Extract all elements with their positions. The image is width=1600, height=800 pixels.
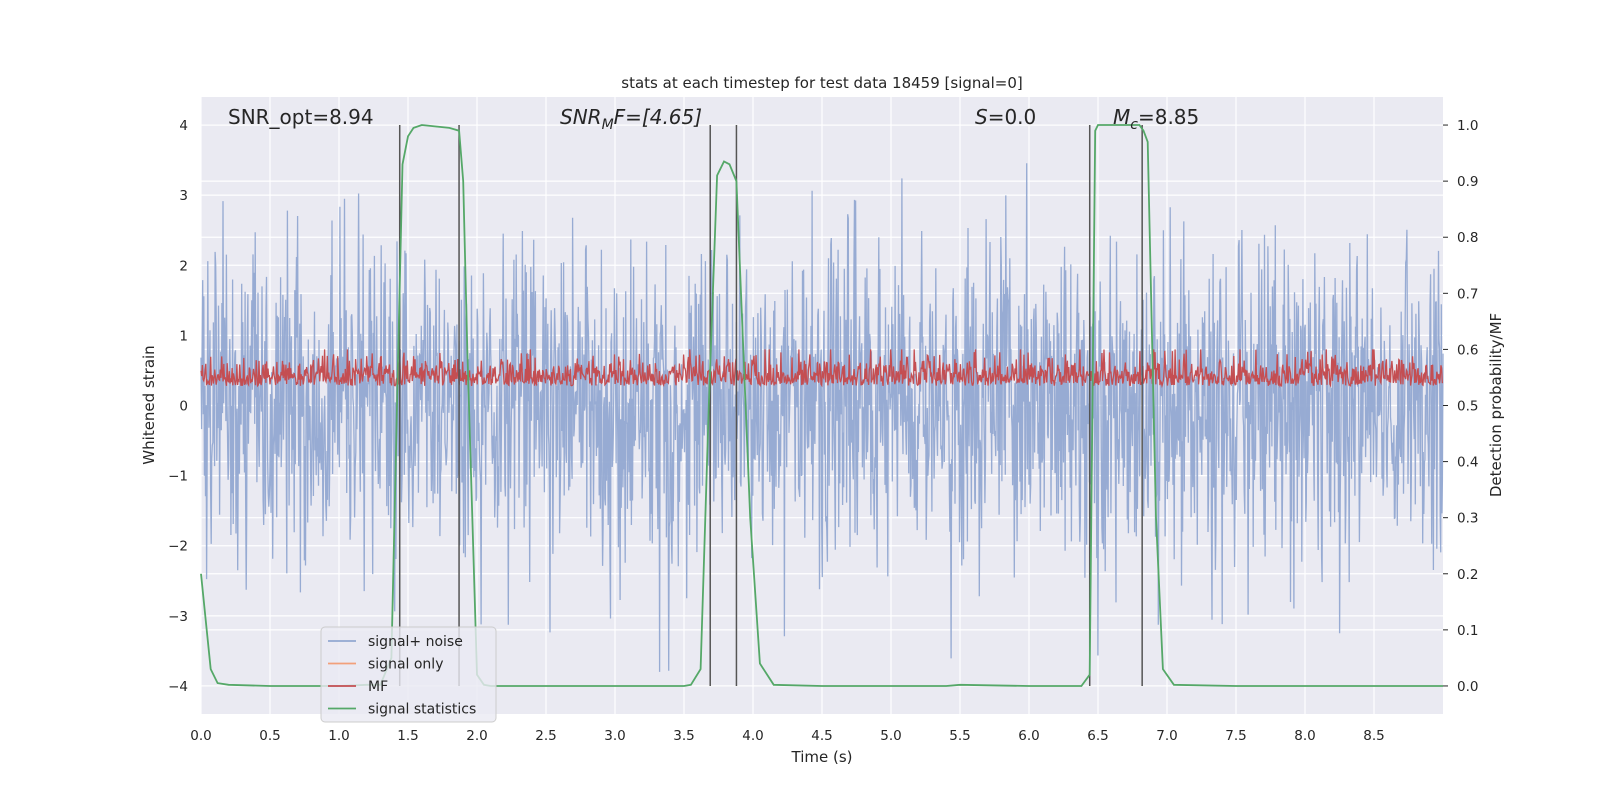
y-right-tick-label: 0.1 [1457, 623, 1478, 639]
annotation-s-main: S [975, 105, 988, 129]
x-tick-label: 1.5 [397, 728, 418, 744]
annotation-snr-mf-sub: M [602, 117, 614, 133]
annotation-mc-sub: c [1130, 117, 1138, 133]
annotation-snr-mf: SNRMF=[4.65] [560, 105, 702, 133]
y-axis-left-label: Whitened strain [140, 345, 158, 464]
series-mf [200, 349, 1444, 389]
x-tick-label: 8.5 [1363, 728, 1384, 744]
y-left-tick-label: −3 [168, 609, 188, 625]
x-tick-label: 7.5 [1225, 728, 1246, 744]
y-right-tick-label: 0.7 [1457, 286, 1478, 302]
series-signal-noise [200, 163, 1444, 672]
x-tick-label: 0.0 [190, 728, 211, 744]
y-right-tick-label: 0.2 [1457, 567, 1478, 583]
y-right-tick-label: 0.0 [1457, 679, 1478, 695]
x-tick-label: 5.0 [880, 728, 901, 744]
x-axis-ticks: 0.0 0.5 1.0 1.5 2.0 2.5 3.0 3.5 4.0 4.5 5.0 5.5 6.0 6… [190, 728, 1384, 744]
annotation-s: S=0.0 [975, 105, 1036, 129]
x-tick-label: 4.5 [811, 728, 832, 744]
annotation-mc: Mc=8.85 [1113, 105, 1199, 133]
mf-line [200, 349, 1444, 389]
y-right-tick-label: 0.4 [1457, 455, 1478, 471]
signal-statistics-line [200, 124, 1443, 687]
y-left-tick-label: 4 [179, 118, 188, 134]
x-tick-label: 6.0 [1018, 728, 1039, 744]
annotation-snr-opt: SNR_opt=8.94 [228, 105, 374, 129]
y-right-tick-label: 0.6 [1457, 342, 1478, 358]
x-tick-label: 2.0 [466, 728, 487, 744]
legend-item-label: MF [368, 679, 388, 695]
annotation-mc-main: M [1113, 105, 1130, 129]
y-right-tick-label: 0.9 [1457, 174, 1478, 190]
series-signal-statistics [200, 124, 1443, 687]
x-tick-label: 7.0 [1156, 728, 1177, 744]
x-tick-label: 0.5 [259, 728, 280, 744]
annotation-s-rest: =0.0 [988, 105, 1037, 129]
signal-noise-line [200, 163, 1444, 672]
y-left-tick-label: −1 [168, 469, 188, 485]
x-tick-label: 8.0 [1294, 728, 1315, 744]
x-tick-label: 5.5 [949, 728, 970, 744]
y-right-tick-label: 0.3 [1457, 511, 1478, 527]
x-tick-label: 3.5 [673, 728, 694, 744]
y-left-tick-label: 1 [179, 328, 188, 344]
y-axis-right-label: Detection probability/MF [1487, 313, 1505, 497]
y-axis-right-ticks: 0.0 0.1 0.2 0.3 0.4 0.5 0.6 0.7 0.8 0.9 1.0 [1443, 118, 1478, 695]
y-left-tick-label: 3 [179, 188, 188, 204]
x-axis-label: Time (s) [791, 748, 853, 766]
y-right-tick-label: 1.0 [1457, 118, 1478, 134]
x-tick-label: 4.0 [742, 728, 763, 744]
annotation-mc-rest: =8.85 [1138, 105, 1199, 129]
legend-item-label: signal only [368, 657, 443, 673]
y-left-tick-label: 2 [179, 258, 188, 274]
y-left-tick-label: 0 [179, 399, 188, 415]
annotation-snr-mf-rest: F=[4.65] [614, 105, 702, 129]
x-tick-label: 2.5 [535, 728, 556, 744]
y-left-tick-label: −2 [168, 539, 188, 555]
x-tick-label: 1.0 [328, 728, 349, 744]
y-left-tick-label: −4 [168, 679, 188, 695]
legend-item-label: signal+ noise [368, 634, 463, 650]
y-axis-left-ticks: −4 −3 −2 −1 0 1 2 3 4 [168, 118, 188, 695]
x-tick-label: 6.5 [1087, 728, 1108, 744]
legend-item-label: signal statistics [368, 702, 476, 718]
y-right-tick-label: 0.8 [1457, 230, 1478, 246]
y-right-tick-label: 0.5 [1457, 399, 1478, 415]
legend-box [320, 626, 497, 723]
x-tick-label: 3.0 [604, 728, 625, 744]
chart-title: stats at each timestep for test data 184… [621, 74, 1022, 92]
legend: signal+ noise signal only MF signal statist… [320, 626, 497, 723]
annotation-snr-mf-main: SNR [560, 105, 602, 129]
